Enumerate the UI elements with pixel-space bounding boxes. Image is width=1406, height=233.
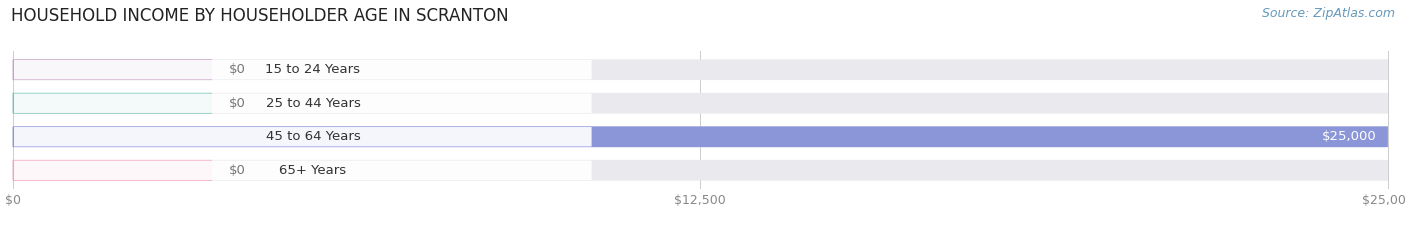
Text: $0: $0 xyxy=(229,164,246,177)
FancyBboxPatch shape xyxy=(13,59,1388,80)
Text: $25,000: $25,000 xyxy=(1322,130,1376,143)
FancyBboxPatch shape xyxy=(13,93,212,114)
Text: 45 to 64 Years: 45 to 64 Years xyxy=(266,130,360,143)
Text: $0: $0 xyxy=(229,97,246,110)
FancyBboxPatch shape xyxy=(13,93,1388,114)
Text: $0: $0 xyxy=(229,63,246,76)
Text: HOUSEHOLD INCOME BY HOUSEHOLDER AGE IN SCRANTON: HOUSEHOLD INCOME BY HOUSEHOLDER AGE IN S… xyxy=(11,7,509,25)
FancyBboxPatch shape xyxy=(13,126,1388,147)
FancyBboxPatch shape xyxy=(13,126,1388,147)
FancyBboxPatch shape xyxy=(13,160,1388,181)
Text: 65+ Years: 65+ Years xyxy=(280,164,346,177)
FancyBboxPatch shape xyxy=(13,59,212,80)
Text: 25 to 44 Years: 25 to 44 Years xyxy=(266,97,360,110)
FancyBboxPatch shape xyxy=(13,160,212,181)
Text: Source: ZipAtlas.com: Source: ZipAtlas.com xyxy=(1261,7,1395,20)
FancyBboxPatch shape xyxy=(14,161,592,180)
Text: 15 to 24 Years: 15 to 24 Years xyxy=(266,63,360,76)
FancyBboxPatch shape xyxy=(14,127,592,147)
FancyBboxPatch shape xyxy=(14,60,592,79)
FancyBboxPatch shape xyxy=(14,93,592,113)
